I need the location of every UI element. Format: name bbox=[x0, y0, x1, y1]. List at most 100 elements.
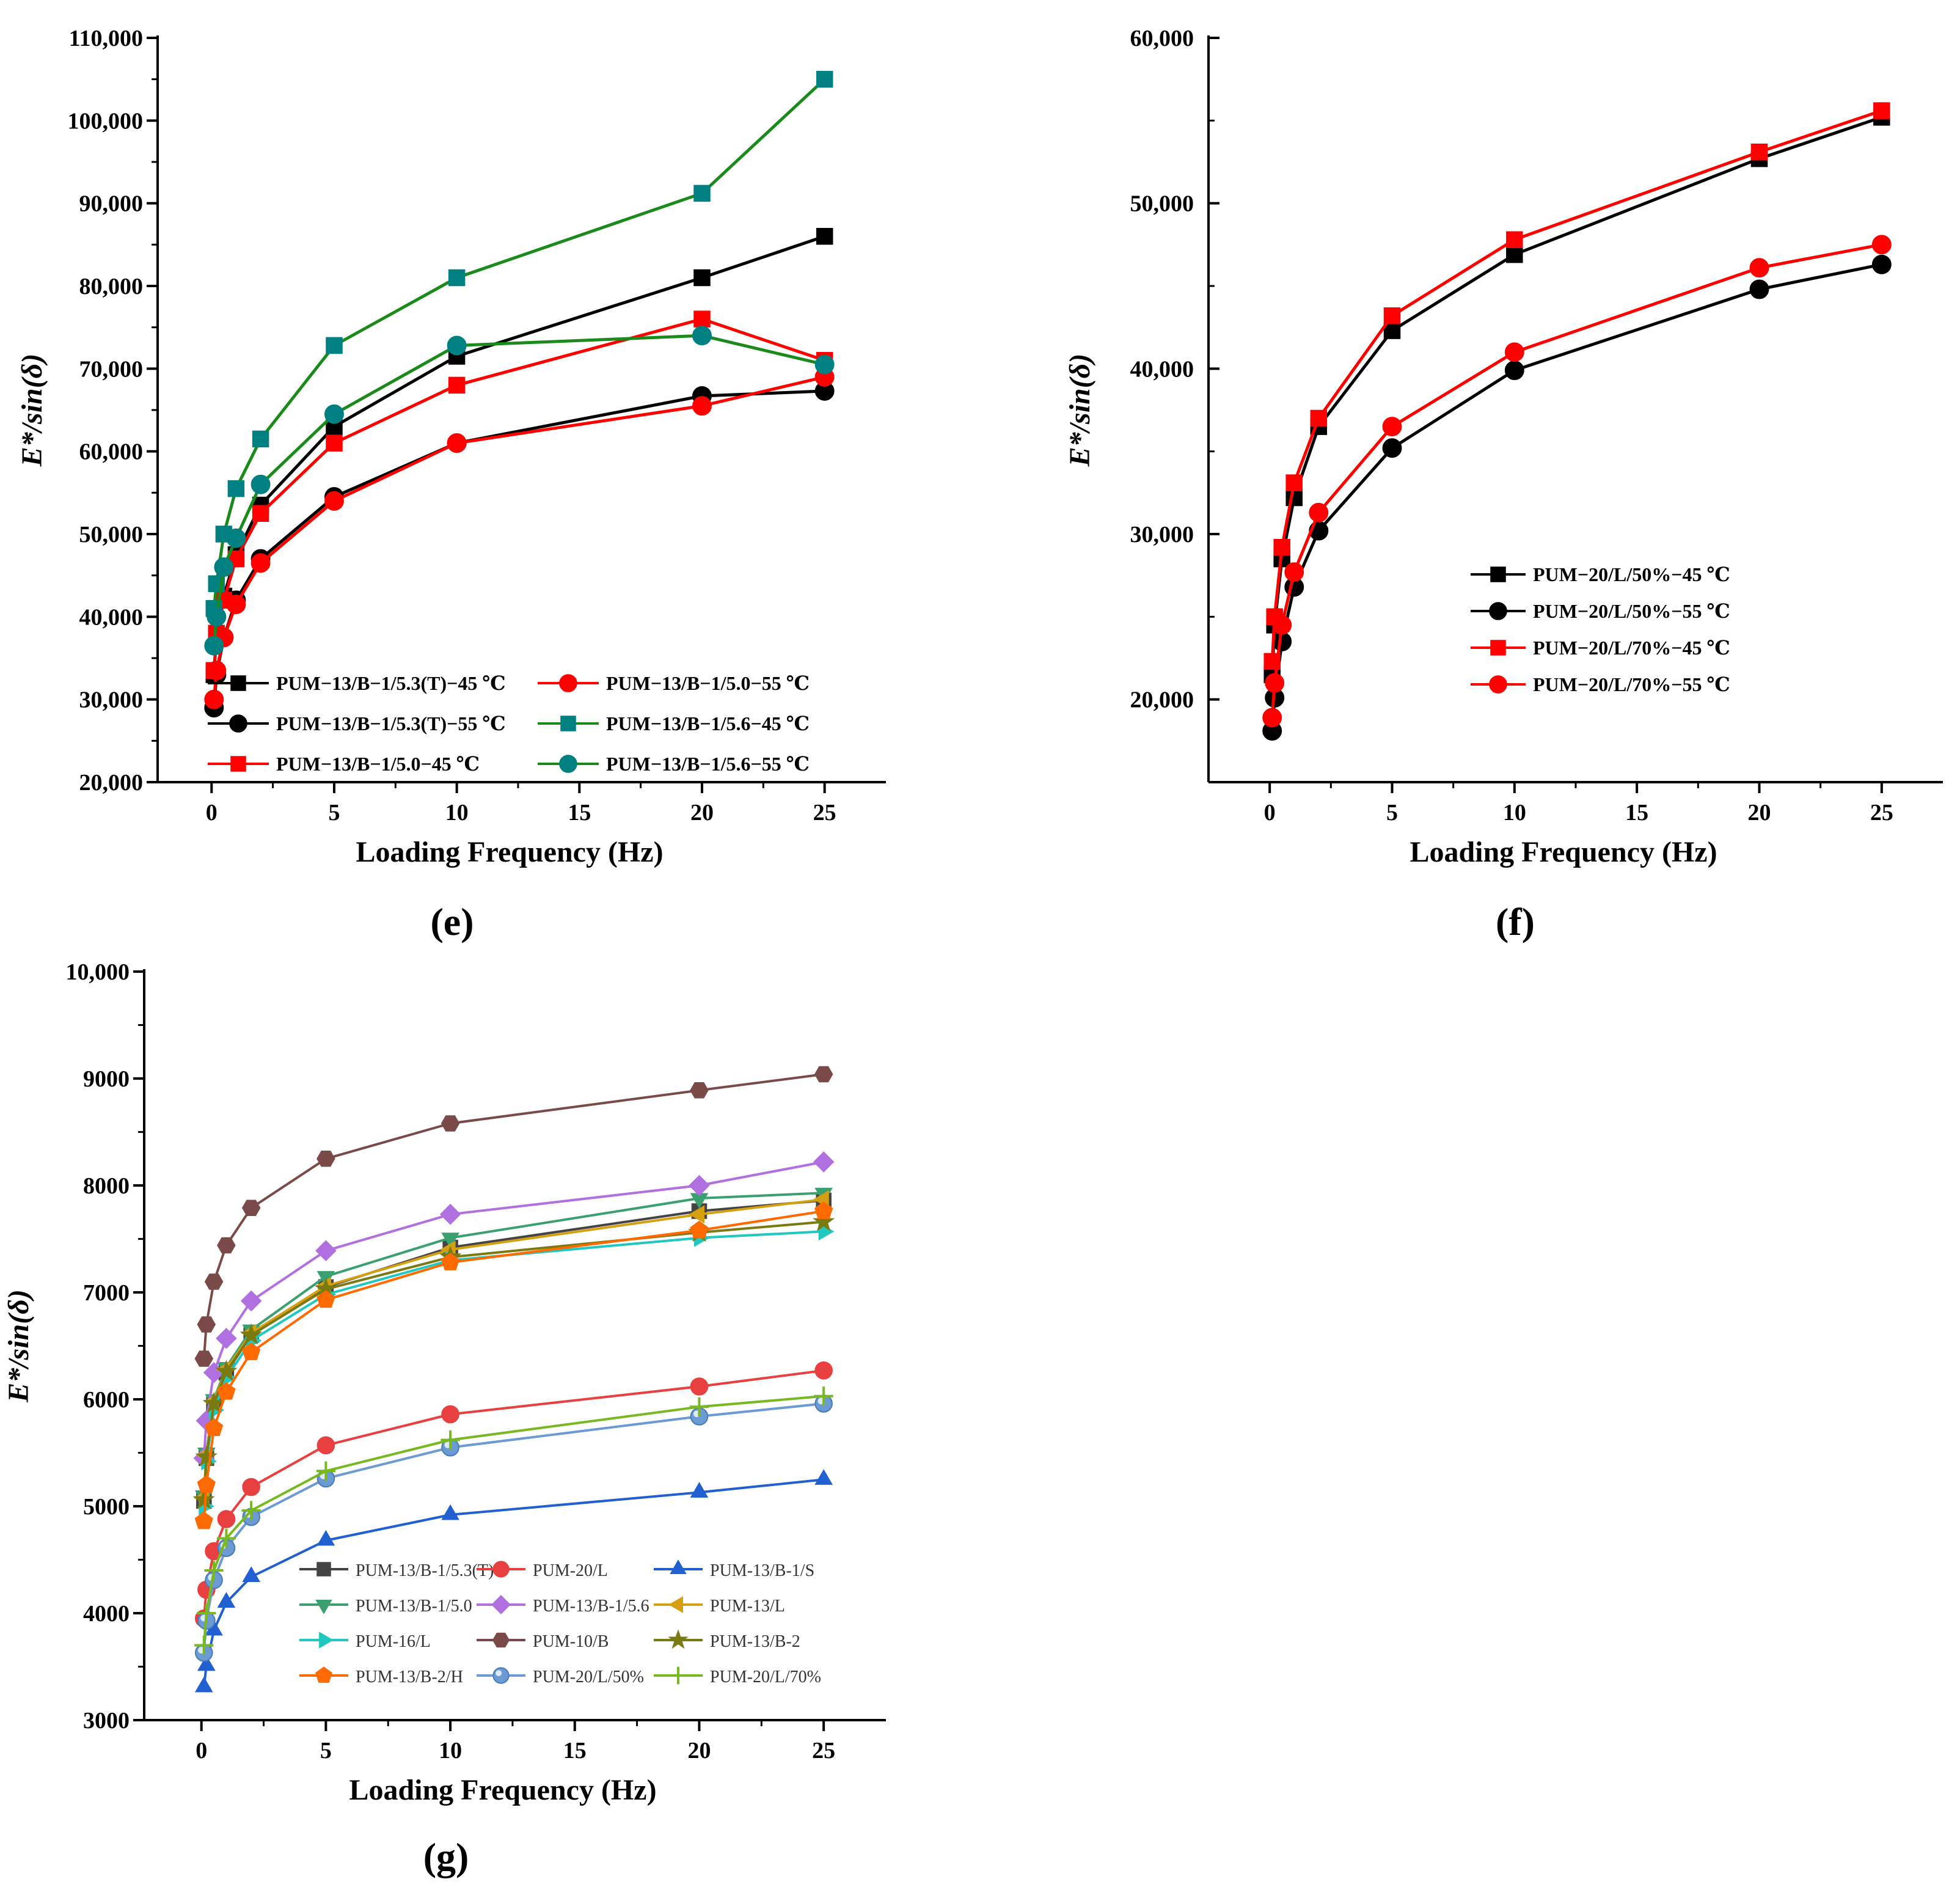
data-point bbox=[252, 505, 269, 522]
legend-label: PUM-13/B-1/5.3(T) bbox=[356, 1561, 494, 1580]
y-tick-label: 110,000 bbox=[69, 26, 143, 51]
data-point bbox=[197, 1655, 216, 1671]
legend-label: PUM−13/B−1/5.6−45 ℃ bbox=[606, 712, 810, 734]
series-3 bbox=[1262, 235, 1892, 728]
series-line bbox=[202, 1220, 824, 1500]
legend-label: PUM-20/L/70% bbox=[710, 1668, 821, 1687]
series-0 bbox=[1263, 109, 1890, 683]
panel-label: (e) bbox=[430, 900, 474, 943]
data-point bbox=[814, 1386, 833, 1406]
series-line bbox=[1270, 115, 1882, 675]
data-point bbox=[813, 1151, 835, 1173]
legend-label: PUM-13/B-1/S bbox=[710, 1561, 814, 1580]
data-point bbox=[1382, 417, 1402, 437]
data-point bbox=[216, 1328, 237, 1349]
legend-marker bbox=[668, 1629, 689, 1649]
legend-marker bbox=[315, 1600, 332, 1614]
series-11 bbox=[194, 1386, 833, 1655]
legend-label: PUM-20/L bbox=[533, 1561, 608, 1580]
data-point bbox=[316, 1151, 335, 1167]
data-point bbox=[1871, 235, 1892, 255]
data-point bbox=[217, 1592, 236, 1608]
series-9 bbox=[194, 1201, 833, 1529]
y-axis-label-arg: (δ) bbox=[16, 354, 48, 389]
x-tick-label: 0 bbox=[1264, 800, 1276, 826]
data-point bbox=[240, 1290, 262, 1312]
data-point bbox=[197, 1603, 216, 1623]
y-axis-label-main: E*/ bbox=[1064, 421, 1096, 467]
data-point bbox=[217, 1382, 236, 1400]
chart-panel-f: 20,000 30,000 40,000 50,000 60,000 0 5 10 15 20 25… bbox=[1064, 26, 1943, 943]
legend-marker-highlight bbox=[495, 1670, 502, 1677]
data-point bbox=[204, 689, 224, 709]
data-point bbox=[693, 185, 711, 202]
series-0 bbox=[205, 228, 833, 683]
y-axis-label: E*/sin(δ) bbox=[1064, 354, 1096, 467]
legend-marker bbox=[1490, 566, 1506, 582]
y-tick-label: 100,000 bbox=[68, 108, 144, 134]
y-tick-label: 20,000 bbox=[79, 770, 144, 796]
series-line bbox=[202, 1230, 824, 1507]
x-tick-label: 0 bbox=[196, 1738, 207, 1764]
series-1 bbox=[194, 1361, 833, 1628]
y-tick-label: 7000 bbox=[83, 1280, 130, 1306]
y-axis-label-main: E*/ bbox=[16, 421, 48, 467]
data-point bbox=[447, 433, 467, 453]
y-axis-label-arg: (δ) bbox=[1064, 354, 1096, 389]
series-6 bbox=[199, 1222, 835, 1515]
data-point bbox=[1749, 258, 1769, 278]
x-tick-label: 5 bbox=[1386, 800, 1398, 826]
data-point bbox=[316, 1461, 335, 1481]
data-point bbox=[1750, 144, 1768, 161]
legend: PUM-13/B-1/5.3(T) PUM-20/L PUM-13/B-1/S PUM… bbox=[299, 1559, 821, 1687]
y-tick-label: 4000 bbox=[83, 1601, 130, 1627]
data-point bbox=[1262, 708, 1282, 728]
x-tick-label: 15 bbox=[1625, 800, 1648, 826]
data-point bbox=[1504, 342, 1524, 362]
series-7 bbox=[194, 1066, 833, 1367]
data-point bbox=[816, 228, 833, 245]
legend-marker bbox=[1489, 602, 1507, 620]
data-point bbox=[316, 1290, 335, 1308]
data-point bbox=[1273, 538, 1290, 556]
data-point bbox=[693, 269, 711, 287]
data-point bbox=[242, 1478, 260, 1496]
legend-label: PUM−20/L/70%−55 ℃ bbox=[1533, 673, 1730, 695]
legend-label: PUM-10/B bbox=[533, 1632, 609, 1651]
data-point bbox=[690, 1220, 709, 1239]
series-8 bbox=[192, 1210, 835, 1510]
data-point bbox=[1504, 361, 1524, 380]
data-point bbox=[194, 1635, 214, 1655]
legend-marker bbox=[316, 1562, 331, 1577]
data-point bbox=[202, 1391, 225, 1413]
series-5 bbox=[204, 326, 835, 656]
data-point bbox=[692, 396, 712, 416]
data-point bbox=[207, 607, 227, 627]
data-point bbox=[194, 1350, 214, 1367]
legend-marker bbox=[668, 1596, 683, 1613]
legend-marker bbox=[230, 756, 246, 772]
legend-label: PUM−20/L/50%−45 ℃ bbox=[1533, 563, 1730, 585]
y-tick-label: 40,000 bbox=[79, 604, 144, 630]
legend-label: PUM-16/L bbox=[356, 1632, 431, 1651]
x-axis-label: Loading Frequency (Hz) bbox=[356, 836, 663, 868]
data-point bbox=[814, 1066, 833, 1083]
y-axis-label-arg: (δ) bbox=[2, 1289, 35, 1324]
legend-marker bbox=[229, 714, 247, 733]
series-line bbox=[202, 1478, 824, 1688]
data-point bbox=[441, 1115, 460, 1132]
data-point bbox=[326, 434, 343, 452]
data-point bbox=[1265, 673, 1285, 693]
data-point bbox=[1310, 409, 1328, 427]
y-tick-label: 10,000 bbox=[66, 959, 130, 985]
data-point bbox=[217, 1510, 236, 1528]
data-point bbox=[816, 70, 833, 88]
y-tick-label: 50,000 bbox=[79, 522, 144, 548]
y-tick-label: 50,000 bbox=[1130, 191, 1194, 217]
y-tick-label: 3000 bbox=[83, 1708, 130, 1734]
y-axis-label: E*/sin(δ) bbox=[2, 1289, 35, 1403]
data-point bbox=[439, 1203, 461, 1225]
y-tick-label: 5000 bbox=[83, 1494, 130, 1520]
x-tick-label: 20 bbox=[687, 1738, 711, 1764]
data-point bbox=[692, 326, 712, 346]
